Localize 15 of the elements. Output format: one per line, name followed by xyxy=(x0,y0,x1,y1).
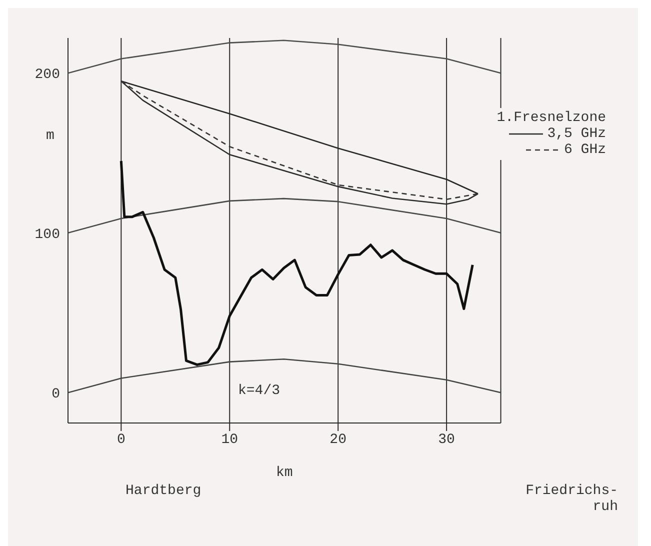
x-tick-label: 0 xyxy=(116,432,126,448)
y-tick-label: 0 xyxy=(52,386,60,403)
x-axis-title: km xyxy=(276,465,293,481)
text: Hardtberg xyxy=(126,483,202,499)
text: Friedrichs-ruh xyxy=(524,483,618,515)
x-tick-label: 20 xyxy=(330,432,346,448)
legend-label: 3,5 GHz xyxy=(547,126,606,142)
legend-label: 6 GHz xyxy=(564,142,606,158)
y-tick-label: 200 xyxy=(34,67,60,84)
x-tick-label: 10 xyxy=(221,432,238,448)
y-axis-title: m xyxy=(46,128,54,144)
annotation: k=4/3 xyxy=(238,383,280,399)
y-tick-label: 100 xyxy=(34,226,60,243)
legend-title: 1.Fresnelzone xyxy=(496,110,606,126)
x-tick-label: 30 xyxy=(438,432,455,448)
